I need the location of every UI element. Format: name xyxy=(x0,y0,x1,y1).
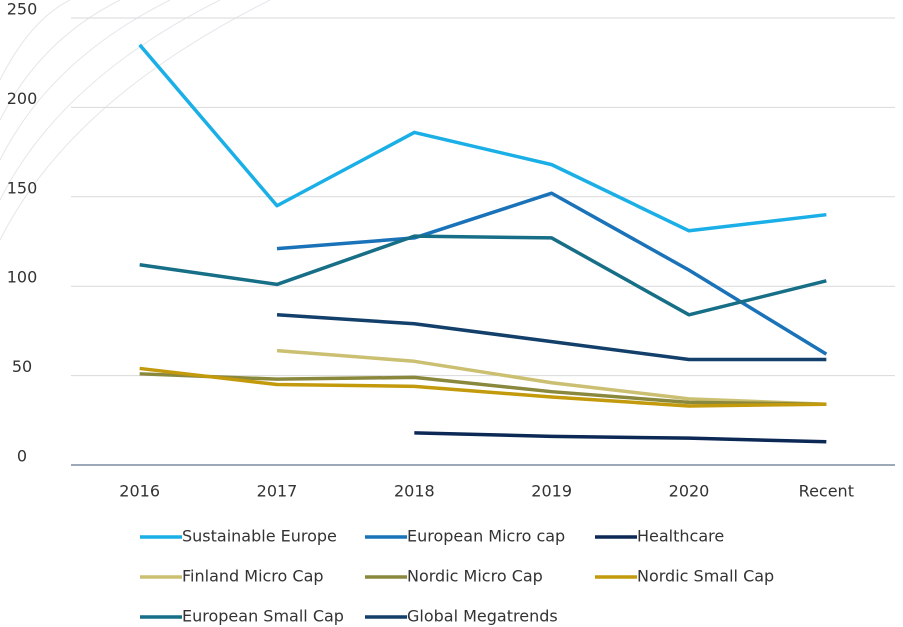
x-tick-label: 2016 xyxy=(119,482,160,501)
x-tick-label: 2020 xyxy=(669,482,710,501)
legend-label: Finland Micro Cap xyxy=(182,567,324,586)
x-tick-label: 2018 xyxy=(394,482,435,501)
y-tick-label: 250 xyxy=(7,0,38,19)
y-tick-label: 50 xyxy=(12,357,32,376)
series-line xyxy=(139,372,827,406)
legend-label: Healthcare xyxy=(637,527,724,546)
x-tick-label: 2019 xyxy=(531,482,572,501)
x-tick-label: 2017 xyxy=(257,482,298,501)
y-tick-label: 150 xyxy=(7,178,38,197)
legend-label: European Micro cap xyxy=(407,527,565,546)
x-tick-label: Recent xyxy=(799,482,854,501)
y-tick-label: 100 xyxy=(7,268,38,287)
series-line xyxy=(276,191,828,356)
legend-label: Nordic Micro Cap xyxy=(407,567,543,586)
legend-label: Nordic Small Cap xyxy=(637,567,774,586)
series-line xyxy=(139,234,827,317)
decoration xyxy=(0,0,271,241)
series-line xyxy=(276,348,827,406)
series-line xyxy=(414,431,827,444)
series-line xyxy=(138,43,827,233)
series-line xyxy=(139,366,827,408)
legend-label: European Small Cap xyxy=(182,607,344,626)
series-line xyxy=(276,313,827,362)
y-tick-label: 0 xyxy=(17,447,27,466)
y-tick-label: 200 xyxy=(7,89,38,108)
legend-label: Global Megatrends xyxy=(407,607,558,626)
legend-label: Sustainable Europe xyxy=(182,527,337,546)
